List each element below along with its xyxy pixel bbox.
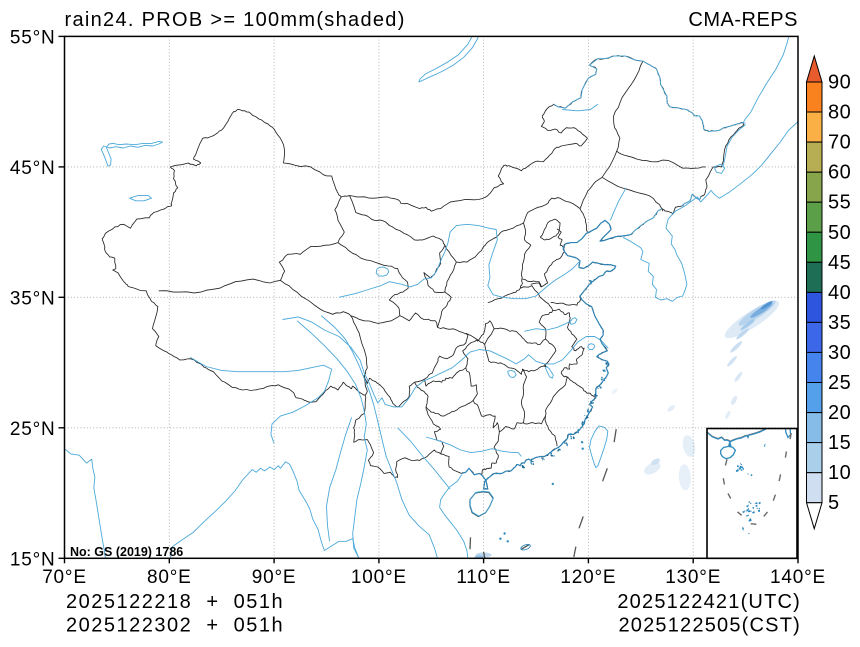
svg-text:80: 80 xyxy=(828,102,851,124)
svg-text:35: 35 xyxy=(828,312,851,334)
svg-text:40: 40 xyxy=(828,282,851,304)
svg-text:25°N: 25°N xyxy=(10,419,56,440)
svg-text:15°N: 15°N xyxy=(10,549,56,570)
svg-text:20: 20 xyxy=(828,402,851,424)
svg-text:25: 25 xyxy=(828,372,851,394)
svg-text:140°E: 140°E xyxy=(770,567,826,588)
svg-text:CMA-REPS: CMA-REPS xyxy=(688,9,798,31)
svg-text:5: 5 xyxy=(828,492,840,514)
svg-text:45°N: 45°N xyxy=(10,158,56,179)
svg-text:120°E: 120°E xyxy=(560,567,616,588)
svg-text:100°E: 100°E xyxy=(351,567,407,588)
svg-text:110°E: 110°E xyxy=(456,567,511,588)
svg-text:55°N: 55°N xyxy=(10,27,56,48)
svg-text:45: 45 xyxy=(828,252,851,274)
svg-text:No: GS (2019) 1786: No: GS (2019) 1786 xyxy=(70,545,183,559)
svg-text:2025122218 + 051h: 2025122218 + 051h xyxy=(66,591,284,613)
svg-text:10: 10 xyxy=(828,462,851,484)
svg-text:80°E: 80°E xyxy=(147,567,192,588)
svg-text:30: 30 xyxy=(828,342,851,364)
svg-text:35°N: 35°N xyxy=(10,288,56,309)
svg-text:2025122505(CST): 2025122505(CST) xyxy=(618,615,801,637)
svg-text:15: 15 xyxy=(828,432,851,454)
svg-text:70: 70 xyxy=(828,132,851,154)
svg-text:60: 60 xyxy=(828,162,851,184)
svg-text:90°E: 90°E xyxy=(252,567,297,588)
svg-text:2025122421(UTC): 2025122421(UTC) xyxy=(617,591,801,613)
svg-text:55: 55 xyxy=(828,192,851,214)
svg-text:90: 90 xyxy=(828,72,851,94)
svg-text:130°E: 130°E xyxy=(665,567,721,588)
svg-text:70°E: 70°E xyxy=(42,567,87,588)
svg-text:rain24. PROB >= 100mm(shaded): rain24. PROB >= 100mm(shaded) xyxy=(65,9,406,31)
svg-text:2025122302 + 051h: 2025122302 + 051h xyxy=(66,615,284,637)
svg-text:50: 50 xyxy=(828,222,851,244)
